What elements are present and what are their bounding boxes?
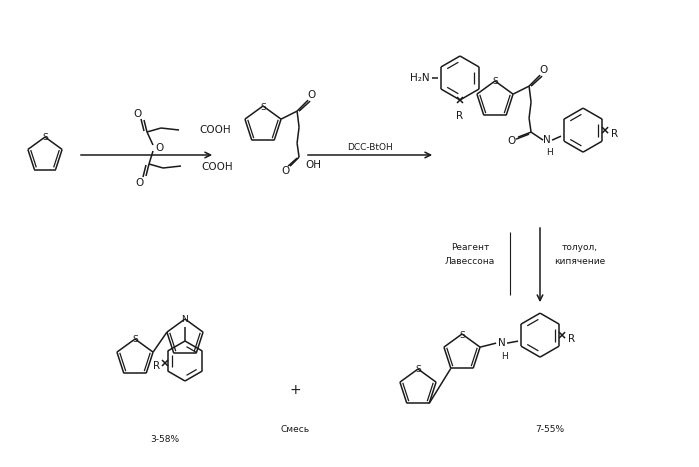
Text: H₂N: H₂N bbox=[410, 73, 430, 83]
Text: N: N bbox=[182, 316, 188, 325]
Text: S: S bbox=[132, 335, 138, 345]
Text: O: O bbox=[507, 136, 515, 146]
Text: O: O bbox=[281, 166, 289, 176]
Text: +: + bbox=[289, 383, 301, 397]
Text: толуол,: толуол, bbox=[562, 243, 598, 253]
Text: 7-55%: 7-55% bbox=[535, 425, 565, 434]
Text: O: O bbox=[307, 90, 315, 100]
Text: 3-58%: 3-58% bbox=[150, 436, 180, 445]
Text: DCC-BtOH: DCC-BtOH bbox=[347, 143, 393, 153]
Text: S: S bbox=[260, 102, 266, 112]
Text: COOH: COOH bbox=[201, 162, 233, 172]
Text: S: S bbox=[459, 331, 465, 340]
Text: R: R bbox=[568, 334, 575, 344]
Text: H: H bbox=[500, 352, 507, 361]
Text: O: O bbox=[539, 65, 547, 75]
Text: Смесь: Смесь bbox=[280, 425, 310, 434]
Text: O: O bbox=[134, 109, 142, 119]
Text: Лавессона: Лавессона bbox=[445, 257, 495, 267]
Text: кипячение: кипячение bbox=[554, 257, 605, 267]
Text: S: S bbox=[42, 134, 48, 142]
Text: H: H bbox=[546, 148, 552, 156]
Text: Реагент: Реагент bbox=[451, 243, 489, 253]
Text: N: N bbox=[543, 135, 551, 145]
Text: O: O bbox=[155, 143, 163, 153]
Text: OH: OH bbox=[305, 160, 321, 170]
Text: R: R bbox=[456, 111, 463, 121]
Text: R: R bbox=[611, 129, 618, 139]
Text: N: N bbox=[498, 338, 506, 348]
Text: R: R bbox=[154, 361, 161, 371]
Text: S: S bbox=[492, 78, 498, 86]
Text: COOH: COOH bbox=[199, 125, 231, 135]
Text: O: O bbox=[136, 178, 144, 188]
Text: S: S bbox=[415, 366, 421, 375]
